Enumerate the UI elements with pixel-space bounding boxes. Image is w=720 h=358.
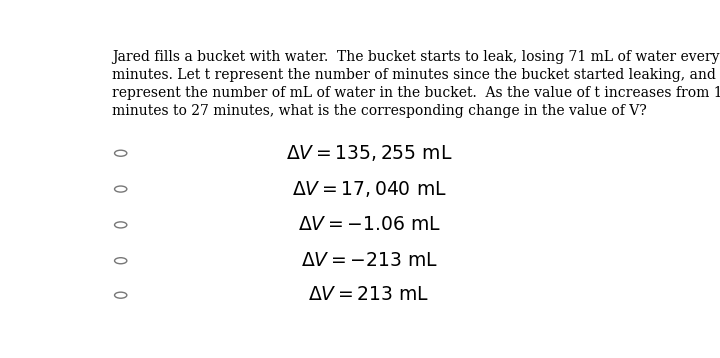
Text: $\Delta V = 213\ \mathrm{mL}$: $\Delta V = 213\ \mathrm{mL}$ (308, 286, 430, 304)
Text: $\Delta V = 17, 040\ \mathrm{mL}$: $\Delta V = 17, 040\ \mathrm{mL}$ (292, 179, 446, 199)
Text: Jared fills a bucket with water.  The bucket starts to leak, losing 71 mL of wat: Jared fills a bucket with water. The buc… (112, 50, 720, 64)
Text: minutes. Let t represent the number of minutes since the bucket started leaking,: minutes. Let t represent the number of m… (112, 68, 720, 82)
Text: represent the number of mL of water in the bucket.  As the value of t increases : represent the number of mL of water in t… (112, 86, 720, 100)
Text: $\Delta V = {-}213\ \mathrm{mL}$: $\Delta V = {-}213\ \mathrm{mL}$ (300, 252, 438, 270)
Text: $\Delta V = 135, 255\ \mathrm{mL}$: $\Delta V = 135, 255\ \mathrm{mL}$ (286, 143, 452, 163)
Text: minutes to 27 minutes, what is the corresponding change in the value of V?: minutes to 27 minutes, what is the corre… (112, 103, 647, 118)
Text: $\Delta V = {-}1.06\ \mathrm{mL}$: $\Delta V = {-}1.06\ \mathrm{mL}$ (297, 216, 441, 234)
